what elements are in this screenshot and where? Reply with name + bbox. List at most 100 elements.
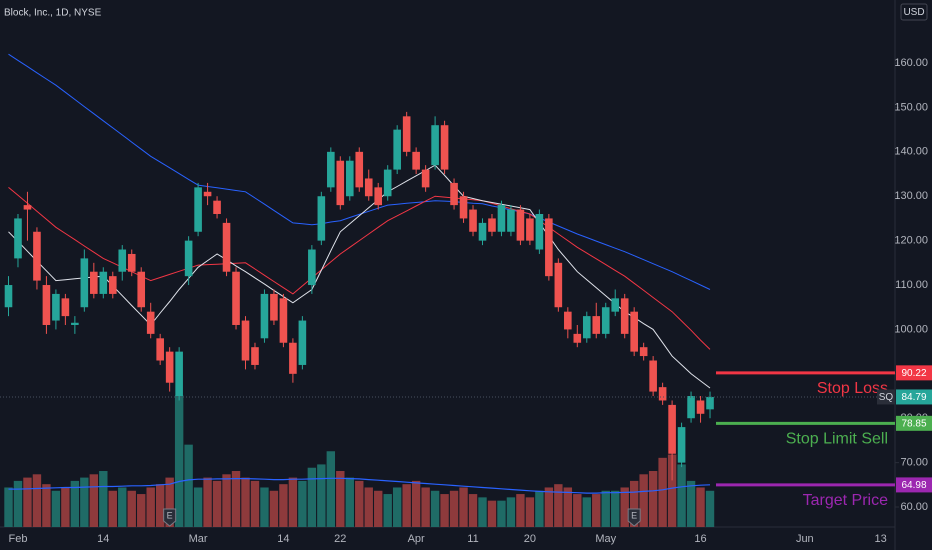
volume-bar (459, 487, 468, 527)
volume-bar (184, 444, 193, 527)
volume-bar (705, 490, 715, 527)
candle-body (431, 125, 439, 166)
x-tick-label: 14 (97, 533, 109, 545)
candle-body (4, 285, 13, 308)
volume-bar (336, 471, 345, 527)
volume-bar (4, 487, 13, 527)
volume-bar (70, 480, 80, 527)
volume-bar (99, 471, 108, 527)
candle-body (203, 191, 212, 197)
candle-body (108, 276, 117, 294)
x-tick-label: Feb (8, 533, 27, 545)
symbol-label: SQ (879, 392, 894, 403)
volume-bar (497, 500, 506, 527)
x-tick-label: Mar (189, 533, 208, 545)
candle-body (222, 222, 231, 272)
candle-body (639, 347, 648, 357)
x-tick-label: 11 (467, 533, 478, 545)
level-price-label: 64.98 (901, 480, 926, 491)
y-tick-label: 70.00 (900, 457, 928, 469)
volume-bar (212, 480, 222, 527)
candle-body (516, 209, 525, 241)
y-tick-label: 130.00 (894, 190, 928, 202)
volume-bar (383, 494, 392, 527)
candle-body (336, 160, 345, 206)
candle-body (308, 249, 316, 286)
volume-bar (374, 490, 383, 527)
volume-bar (430, 490, 440, 527)
candle-body (402, 116, 411, 152)
volume-bar (648, 471, 658, 527)
volume-bar (573, 494, 582, 527)
candle-body (497, 205, 506, 232)
volume-bar (639, 474, 648, 527)
volume-bar (13, 480, 23, 527)
volume-bar (288, 477, 298, 527)
volume-bar (32, 474, 42, 527)
candle-body (592, 316, 601, 334)
volume-bar (364, 487, 373, 527)
candle-body (677, 427, 686, 463)
candle-body (535, 213, 544, 250)
y-tick-label: 160.00 (894, 57, 928, 69)
volume-bar (620, 487, 629, 527)
candle-body (33, 231, 41, 281)
volume-bar (260, 487, 269, 527)
candle-body (630, 311, 638, 352)
candle-body (241, 320, 250, 361)
candle-body (696, 400, 705, 414)
volume-bar (89, 474, 99, 527)
volume-bar (317, 464, 326, 527)
moving-average-line (8, 164, 711, 389)
candle-body (14, 218, 22, 259)
level-price-label: 90.22 (901, 368, 926, 379)
event-label: E (631, 510, 637, 520)
volume-bar (506, 497, 516, 527)
level-label: Stop Loss (817, 380, 888, 397)
candle-body (573, 333, 582, 343)
candle-body (450, 182, 458, 206)
volume-bar (61, 487, 70, 527)
chart-title: Block, Inc., 1D, NYSE (4, 8, 102, 19)
volume-bar (51, 490, 61, 527)
candle-body (526, 218, 534, 241)
candle-body (658, 387, 667, 401)
candle-body (99, 271, 108, 294)
symbol-tag (877, 389, 895, 405)
event-label: E (167, 510, 173, 520)
volume-bar (269, 490, 279, 527)
candle-body (687, 396, 695, 419)
level-price-tag (896, 415, 932, 431)
volume-bar (677, 464, 686, 527)
y-tick-label: 150.00 (894, 101, 928, 113)
currency-box (900, 3, 928, 21)
volume-bar (23, 477, 32, 527)
candle-body (289, 342, 297, 374)
candle-body (393, 129, 401, 170)
volume-bar (554, 484, 563, 527)
volume-bar (203, 477, 212, 527)
candle-body (582, 316, 591, 339)
candle-body (374, 187, 383, 206)
candle-body (478, 222, 487, 241)
volume-bar (449, 490, 459, 527)
volume-bar (667, 454, 677, 527)
volume-bar (696, 487, 705, 527)
volume-bar (80, 477, 89, 527)
candle-body (137, 271, 146, 308)
y-tick-label: 120.00 (894, 235, 928, 247)
volume-bar (611, 490, 620, 527)
volume-bar (137, 494, 146, 527)
volume-bar (108, 490, 117, 527)
event-badge (163, 508, 177, 527)
candle-body (564, 311, 572, 330)
candle-body (175, 351, 183, 397)
candle-body (459, 196, 468, 219)
candle-body (383, 169, 392, 197)
level-price-tag (896, 365, 932, 381)
volume-bar (279, 484, 288, 527)
candle-body (146, 311, 155, 334)
volume-bar (601, 490, 610, 527)
candle-body (421, 169, 430, 188)
volume-bar (686, 480, 696, 527)
